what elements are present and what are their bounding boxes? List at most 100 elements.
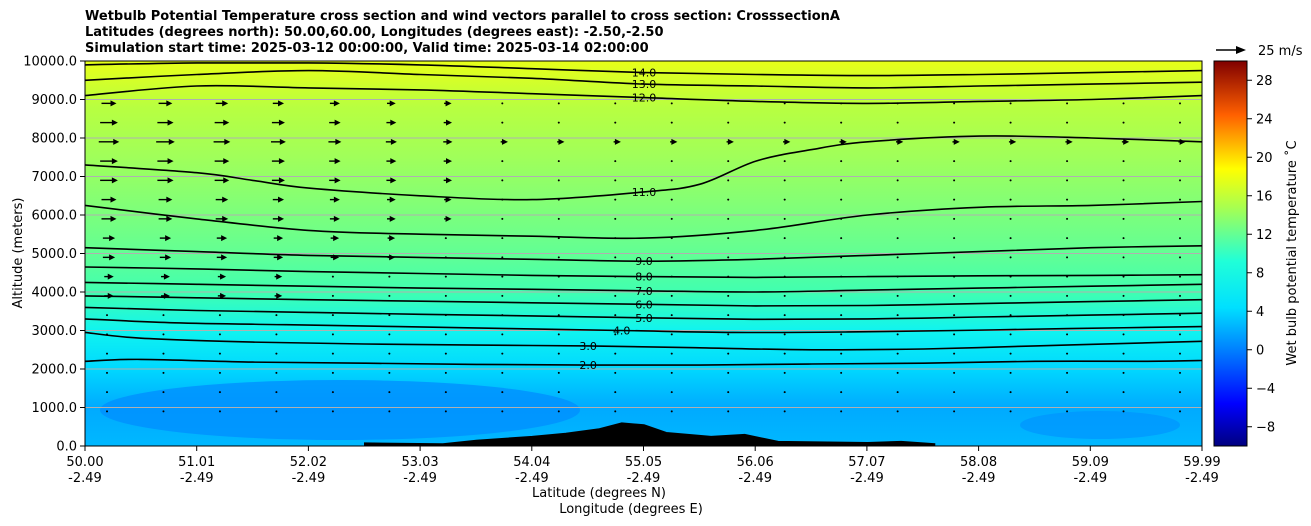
wind-vector-head (110, 100, 117, 107)
wind-vector (1066, 121, 1069, 124)
colorbar-tick-label: 20 (1256, 151, 1273, 166)
title-line-3: Simulation start time: 2025-03-12 00:00:… (85, 41, 649, 56)
wind-vector (896, 217, 899, 220)
wind-vector (1009, 121, 1012, 124)
contour-line (85, 266, 1202, 279)
wind-vector-head (111, 158, 118, 165)
wind-vector (501, 371, 504, 374)
wind-vector (1179, 198, 1181, 201)
wind-vector (218, 371, 221, 374)
x-tick-label-lat: 54.04 (513, 455, 550, 470)
colorbar-tick-label: 0 (1256, 343, 1264, 358)
wind-vector (331, 314, 334, 317)
wind-vector (106, 410, 108, 413)
wind-vector (1179, 275, 1181, 278)
wind-vector-head (614, 138, 621, 145)
wind-vector (670, 333, 673, 336)
wind-vector-head (279, 138, 286, 145)
wind-vector (162, 371, 165, 374)
wind-vector (1122, 410, 1125, 413)
wind-vector (614, 294, 617, 297)
wind-vector (162, 314, 165, 317)
wind-vector-head (221, 254, 228, 261)
wind-vector (1009, 333, 1012, 336)
wind-vector-head (390, 158, 397, 165)
x-tick-label-lon: -2.49 (68, 471, 102, 486)
wind-vector (670, 256, 673, 259)
wind-vector-head (446, 119, 453, 126)
wind-vector-head (165, 235, 172, 242)
wind-vector (1122, 160, 1125, 163)
wind-vector (783, 294, 786, 297)
wind-vector-head (334, 177, 341, 184)
wind-vector (614, 314, 617, 317)
title-line-2: Latitudes (degrees north): 50.00,60.00, … (85, 25, 664, 40)
wind-vector (727, 198, 730, 201)
wind-vector (896, 314, 899, 317)
wind-vector (783, 179, 786, 182)
wind-vector (953, 391, 956, 394)
wind-vector (840, 179, 843, 182)
wind-vector (275, 410, 278, 413)
x-tick-label-lat: 59.09 (1072, 455, 1109, 470)
wind-vector (444, 237, 447, 240)
wind-vector-head (445, 196, 452, 203)
wind-vector (501, 237, 504, 240)
wind-vector (218, 410, 221, 413)
wind-vector (1066, 391, 1069, 394)
wind-vector-head (167, 158, 174, 165)
wind-vector (444, 391, 447, 394)
terrain-silhouette (363, 422, 936, 446)
contour-line (85, 318, 1202, 334)
x-tick-label-lon: -2.49 (180, 471, 214, 486)
wind-vector (840, 160, 843, 163)
wind-vector (501, 217, 504, 220)
wind-vector (388, 314, 391, 317)
wind-vector (670, 371, 673, 374)
wind-vector (1122, 371, 1125, 374)
wind-vector-head (111, 177, 118, 184)
wind-vector (783, 237, 786, 240)
wind-vector (275, 333, 278, 336)
wind-vector (1179, 294, 1181, 297)
wind-vector (670, 179, 673, 182)
x-tick-label-lon: -2.49 (738, 471, 772, 486)
wind-vector-head (389, 235, 396, 242)
wind-vector (501, 102, 504, 105)
x-tick-label-lon: -2.49 (962, 471, 996, 486)
wind-vector (1179, 102, 1181, 105)
x-tick-label-lat: 59.99 (1183, 455, 1220, 470)
wind-vector-head (109, 235, 116, 242)
wind-vector (331, 391, 334, 394)
wind-vector (1009, 217, 1012, 220)
contour-label: 2.0 (579, 359, 597, 372)
wind-vector (557, 410, 560, 413)
wind-vector (557, 217, 560, 220)
wind-vector (388, 371, 391, 374)
wind-vector (106, 391, 108, 394)
y-tick-label: 9000.0 (32, 93, 78, 108)
contour-label: 5.0 (635, 312, 653, 325)
wind-vector (501, 179, 504, 182)
wind-vector (1179, 237, 1181, 240)
wind-vector (670, 102, 673, 105)
wind-vector (896, 179, 899, 182)
wind-vector (783, 160, 786, 163)
wind-vector (670, 294, 673, 297)
wind-vector (331, 352, 334, 355)
wind-vector (840, 314, 843, 317)
wind-vector (727, 217, 730, 220)
wind-vector (953, 237, 956, 240)
wind-vector (501, 333, 504, 336)
wind-vector (1179, 160, 1181, 163)
wind-vector (896, 237, 899, 240)
wind-vector-head (953, 138, 960, 145)
wind-vector (953, 198, 956, 201)
contour-line (85, 306, 1202, 321)
wind-vector (1066, 102, 1069, 105)
wind-vector (444, 352, 447, 355)
x-axis-ticks: 50.00-2.4951.01-2.4952.02-2.4953.03-2.49… (66, 446, 1221, 486)
wind-vector (953, 410, 956, 413)
wind-vector (1122, 391, 1125, 394)
colorbar-tick-label: 28 (1256, 74, 1273, 89)
